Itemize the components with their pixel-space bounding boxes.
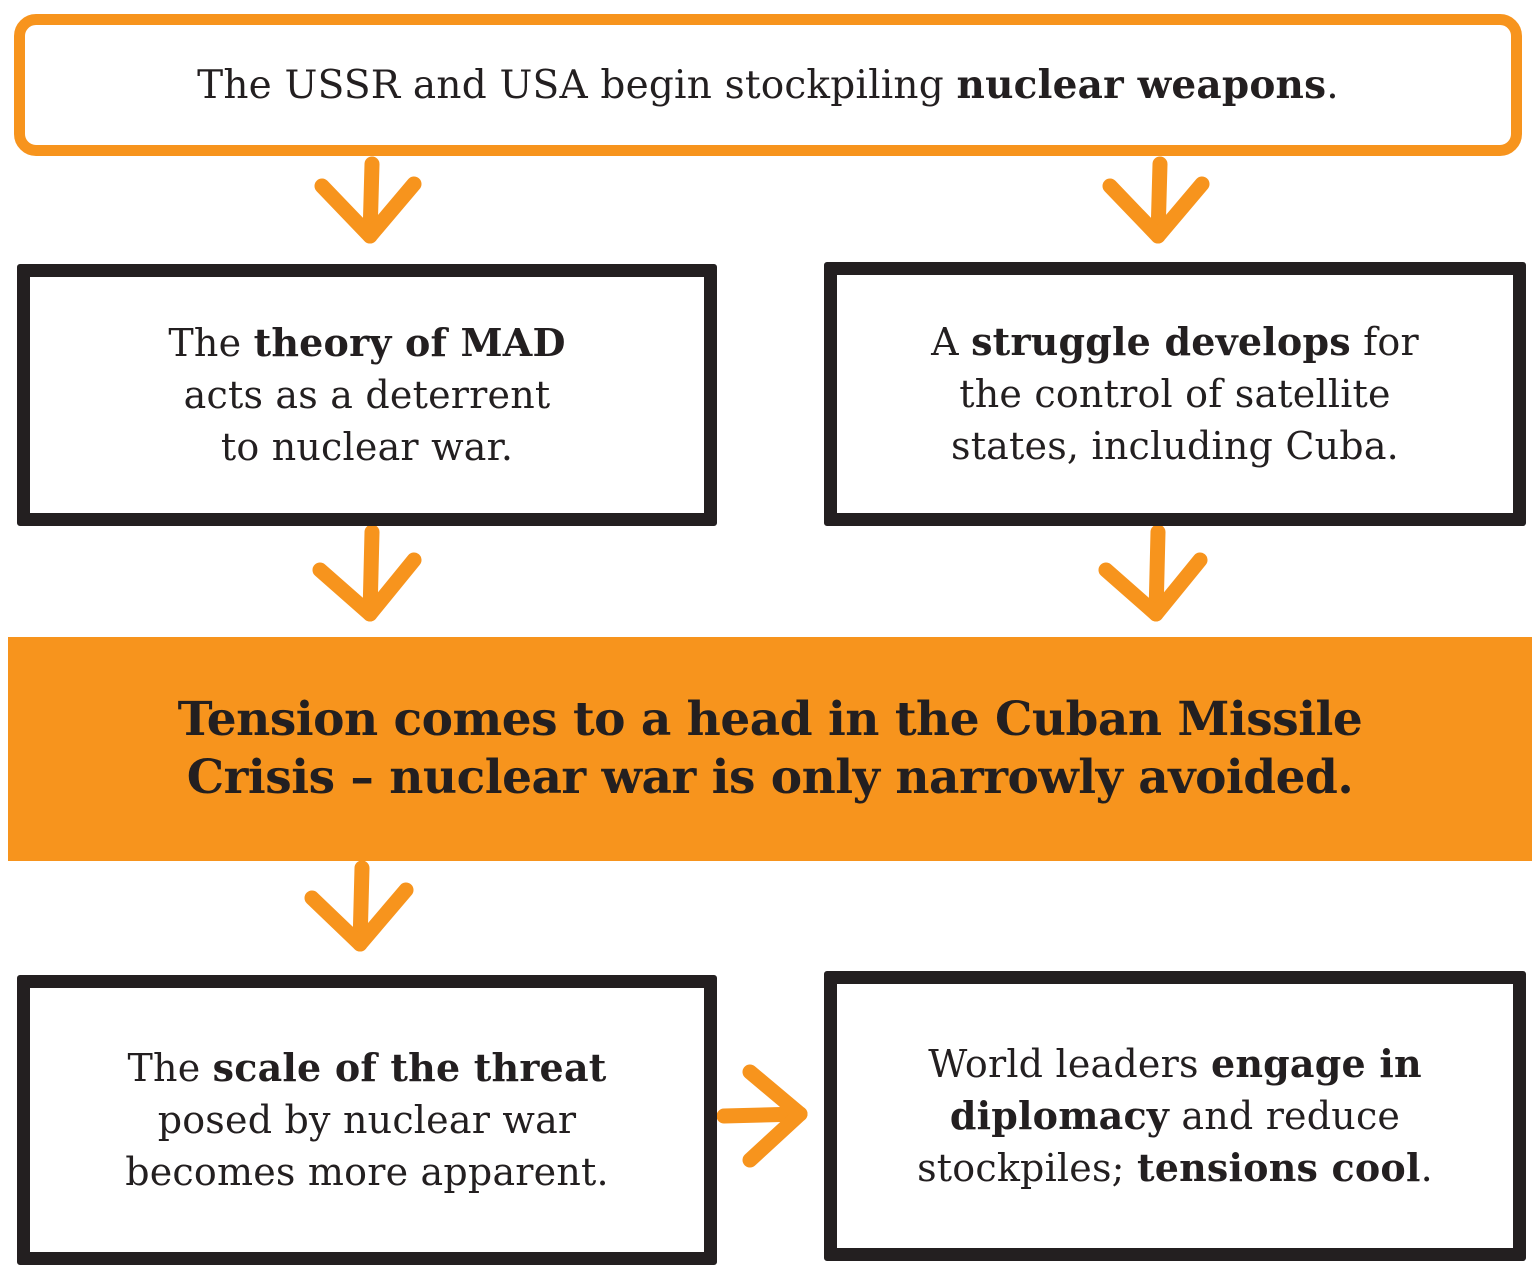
text-bold-segment: scale of the threat xyxy=(212,1045,607,1090)
node-struggle: A struggle develops for the control of sa… xyxy=(824,262,1526,526)
text-segment: . xyxy=(1420,1146,1433,1190)
node-crisis-text: Tension comes to a head in the Cuban Mis… xyxy=(178,691,1363,807)
text-bold-segment: theory of MAD xyxy=(253,320,566,365)
text-segment: posed by nuclear war xyxy=(157,1098,577,1142)
node-scale: The scale of the threat posed by nuclear … xyxy=(17,975,717,1265)
node-struggle-text: A struggle develops for the control of sa… xyxy=(931,316,1419,472)
text-segment: acts as a deterrent xyxy=(183,373,551,417)
arrow-stockpiling-to-struggle xyxy=(1102,156,1210,244)
text-segment: and reduce xyxy=(1169,1094,1401,1138)
text-segment: The xyxy=(127,1046,213,1090)
text-segment: The USSR and USA begin stockpiling xyxy=(197,62,957,108)
node-mad: The theory of MAD acts as a deterrent to n… xyxy=(17,264,717,526)
arrow-crisis-to-scale xyxy=(304,860,414,952)
node-diplomacy: World leaders engage in diplomacy and red… xyxy=(824,971,1526,1261)
node-mad-text: The theory of MAD acts as a deterrent to n… xyxy=(168,317,565,473)
text-segment: Tension comes to a head in the Cuban Mis… xyxy=(177,692,1363,747)
node-diplomacy-text: World leaders engage in diplomacy and red… xyxy=(917,1038,1433,1194)
text-segment: World leaders xyxy=(928,1042,1211,1086)
node-stockpiling: The USSR and USA begin stockpiling nucle… xyxy=(14,14,1522,156)
arrow-scale-to-diplomacy xyxy=(716,1064,808,1168)
text-segment: A xyxy=(931,320,972,364)
text-segment: . xyxy=(1326,62,1339,108)
node-scale-text: The scale of the threat posed by nuclear … xyxy=(125,1042,609,1198)
text-bold-segment: struggle develops xyxy=(971,319,1351,364)
node-stockpiling-text: The USSR and USA begin stockpiling nucle… xyxy=(197,59,1339,112)
text-bold-segment: engage in xyxy=(1210,1041,1422,1086)
text-bold-segment: tensions cool xyxy=(1136,1145,1421,1190)
text-segment: to nuclear war. xyxy=(220,425,514,469)
text-segment: the control of satellite xyxy=(959,372,1391,416)
text-bold-segment: nuclear weapons xyxy=(956,61,1327,108)
arrow-stockpiling-to-mad xyxy=(314,156,422,244)
text-segment: The xyxy=(168,321,254,365)
arrow-mad-to-crisis xyxy=(312,524,422,622)
text-segment: for xyxy=(1350,320,1419,364)
text-segment: Crisis – nuclear war is only narrowly av… xyxy=(186,750,1354,805)
text-segment: states, including Cuba. xyxy=(951,424,1399,468)
node-crisis: Tension comes to a head in the Cuban Mis… xyxy=(8,637,1532,861)
arrow-struggle-to-crisis xyxy=(1098,524,1208,622)
text-segment: becomes more apparent. xyxy=(125,1150,609,1194)
text-bold-segment: diplomacy xyxy=(949,1093,1170,1138)
text-segment: stockpiles; xyxy=(917,1146,1137,1190)
